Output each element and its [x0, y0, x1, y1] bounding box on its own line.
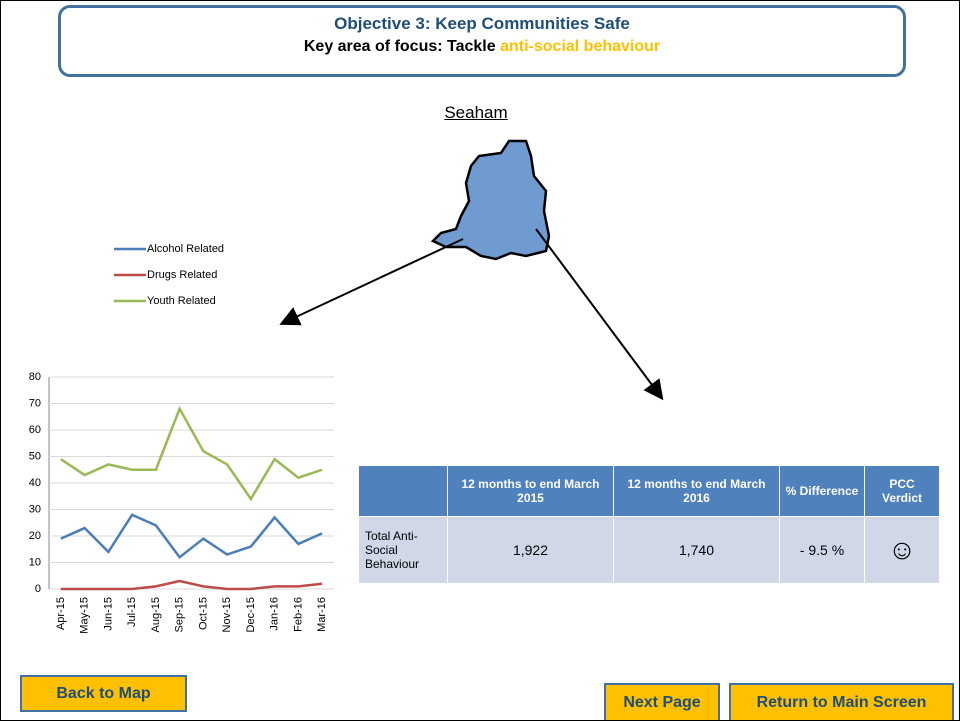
- y-tick-label: 40: [29, 477, 41, 489]
- cell: Total Anti-Social Behaviour: [358, 516, 448, 584]
- y-tick-label: 20: [29, 530, 41, 542]
- x-tick-label: Apr-15: [55, 597, 67, 630]
- x-tick-label: Feb-16: [292, 597, 304, 632]
- cell: 1,740: [613, 516, 780, 584]
- x-tick-label: Nov-15: [221, 597, 233, 632]
- legend-label: Drugs Related: [147, 269, 217, 281]
- button[interactable]: Return to Main Screen: [729, 683, 954, 720]
- title: Objective 3: Keep Communities Safe: [334, 14, 630, 33]
- cell: 1,922: [447, 516, 614, 584]
- button[interactable]: Back to Map: [20, 675, 187, 712]
- highlight: anti-social behaviour: [500, 38, 661, 55]
- x-tick-label: May-15: [79, 597, 91, 634]
- header-cell: [358, 465, 448, 517]
- x-tick-label: Oct-15: [197, 597, 209, 630]
- header-cell: 12 months to end March 2015: [447, 465, 614, 517]
- map-shape: [430, 139, 551, 261]
- x-tick-label: Jul-15: [126, 597, 138, 627]
- x-tick-label: Jun-15: [102, 597, 114, 631]
- y-tick-label: 50: [29, 450, 41, 462]
- x-tick-label: Dec-15: [245, 597, 257, 632]
- y-tick-label: 70: [29, 397, 41, 409]
- y-tick-label: 30: [29, 503, 41, 515]
- header-cell: % Difference: [779, 465, 865, 517]
- cell: - 9.5 %: [779, 516, 865, 584]
- arrow: [535, 228, 664, 401]
- legend-label: Alcohol Related: [147, 243, 224, 255]
- table: 12 months to end March 2015 12 months to…: [358, 465, 940, 584]
- y-tick-label: 0: [35, 583, 41, 595]
- y-tick-label: 60: [29, 424, 41, 436]
- legend-label: Youth Related: [147, 295, 216, 307]
- header: Objective 3: Keep Communities Safe Key a…: [58, 5, 906, 77]
- cell: ☺: [864, 516, 940, 584]
- subtitle-line: Key area of focus: Tackle anti-social be…: [61, 38, 903, 56]
- x-tick-label: Mar-16: [316, 597, 328, 632]
- series-line: [60, 513, 323, 559]
- header-cell: 12 months to end March 2016: [613, 465, 780, 517]
- subtitle: Key area of focus: Tackle: [303, 38, 496, 55]
- header-cell: PCC Verdict: [864, 465, 940, 517]
- x-tick-label: Sep-15: [174, 597, 186, 632]
- arrow: [279, 238, 464, 326]
- x-tick-label: Jan-16: [269, 597, 281, 631]
- y-tick-label: 10: [29, 556, 41, 568]
- x-tick-label: Aug-15: [150, 597, 162, 632]
- button[interactable]: Next Page: [604, 683, 720, 720]
- series-line: [60, 579, 323, 591]
- series-line: [60, 405, 323, 502]
- y-tick-label: 80: [29, 371, 41, 383]
- area-name: Seaham: [444, 103, 508, 122]
